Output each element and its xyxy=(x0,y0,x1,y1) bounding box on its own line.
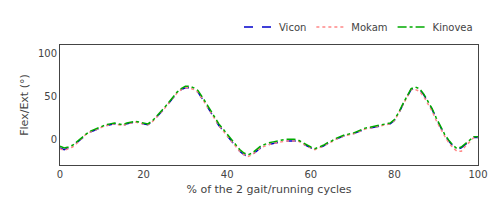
svg-text:0: 0 xyxy=(57,169,63,180)
svg-text:Vicon: Vicon xyxy=(279,22,306,33)
svg-text:Flex/Ext (°): Flex/Ext (°) xyxy=(18,74,31,136)
svg-text:Mokam: Mokam xyxy=(351,22,387,33)
svg-text:20: 20 xyxy=(137,169,150,180)
svg-text:100: 100 xyxy=(468,169,487,180)
svg-text:100: 100 xyxy=(38,48,57,59)
svg-text:80: 80 xyxy=(388,169,401,180)
svg-text:50: 50 xyxy=(44,91,57,102)
svg-text:60: 60 xyxy=(304,169,317,180)
svg-text:Kinovea: Kinovea xyxy=(433,22,473,33)
svg-text:40: 40 xyxy=(221,169,234,180)
svg-text:0: 0 xyxy=(51,134,57,145)
svg-text:% of the 2 gait/running cycles: % of the 2 gait/running cycles xyxy=(187,183,352,196)
